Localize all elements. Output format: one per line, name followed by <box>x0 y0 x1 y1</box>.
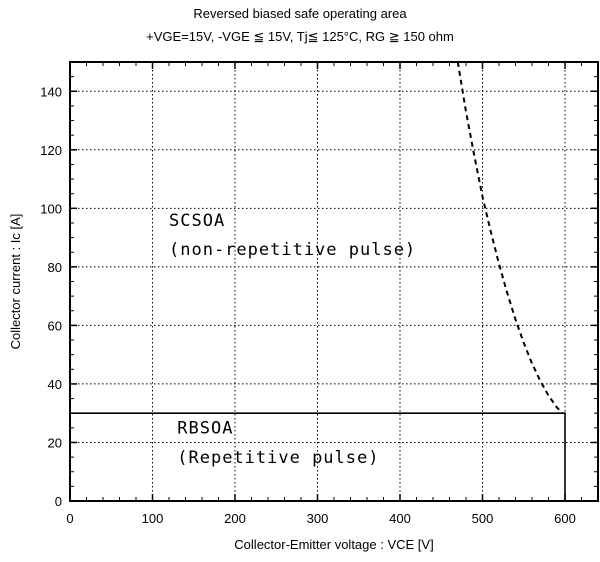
y-axis-label: Collector current : Ic [A] <box>8 214 23 350</box>
x-tick-label: 600 <box>554 511 576 526</box>
y-tick-label: 60 <box>48 318 62 333</box>
x-tick-label: 500 <box>472 511 494 526</box>
x-tick-label: 100 <box>142 511 164 526</box>
y-tick-label: 40 <box>48 377 62 392</box>
x-tick-label: 0 <box>66 511 73 526</box>
rbsoa-boundary-line <box>70 412 566 501</box>
rbsoa-label: RBSOA <box>177 419 233 439</box>
rbsoa-sublabel: (Repetitive pulse) <box>177 448 379 468</box>
chart-title: Reversed biased safe operating area <box>193 6 407 21</box>
labels-layer: 0 100 200 300 400 500 600 0 20 40 60 80 100 120 140 <box>40 84 576 526</box>
scsoa-sublabel: (non-repetitive pulse) <box>169 240 416 260</box>
scsoa-label: SCSOA <box>169 211 225 231</box>
ticks-layer <box>69 61 599 502</box>
series-layer <box>70 61 566 501</box>
scsoa-boundary-line <box>456 61 564 414</box>
chart-subtitle: +VGE=15V, -VGE ≦ 15V, Tj≦ 125°C, RG ≧ 15… <box>146 29 454 44</box>
y-tick-label: 120 <box>40 143 62 158</box>
y-tick-label: 80 <box>48 260 62 275</box>
y-tick-label: 140 <box>40 84 62 99</box>
y-tick-label: 0 <box>55 494 62 509</box>
y-tick-label: 20 <box>48 435 62 450</box>
annotation-layer: SCSOA (non-repetitive pulse) RBSOA (Repetit… <box>169 211 416 468</box>
plot-frame <box>69 61 599 502</box>
x-tick-label: 300 <box>307 511 329 526</box>
x-tick-label: 400 <box>389 511 411 526</box>
grid-layer <box>70 62 598 501</box>
y-tick-label: 100 <box>40 201 62 216</box>
x-tick-label: 200 <box>224 511 246 526</box>
x-axis-label: Collector-Emitter voltage : VCE [V] <box>234 537 433 552</box>
